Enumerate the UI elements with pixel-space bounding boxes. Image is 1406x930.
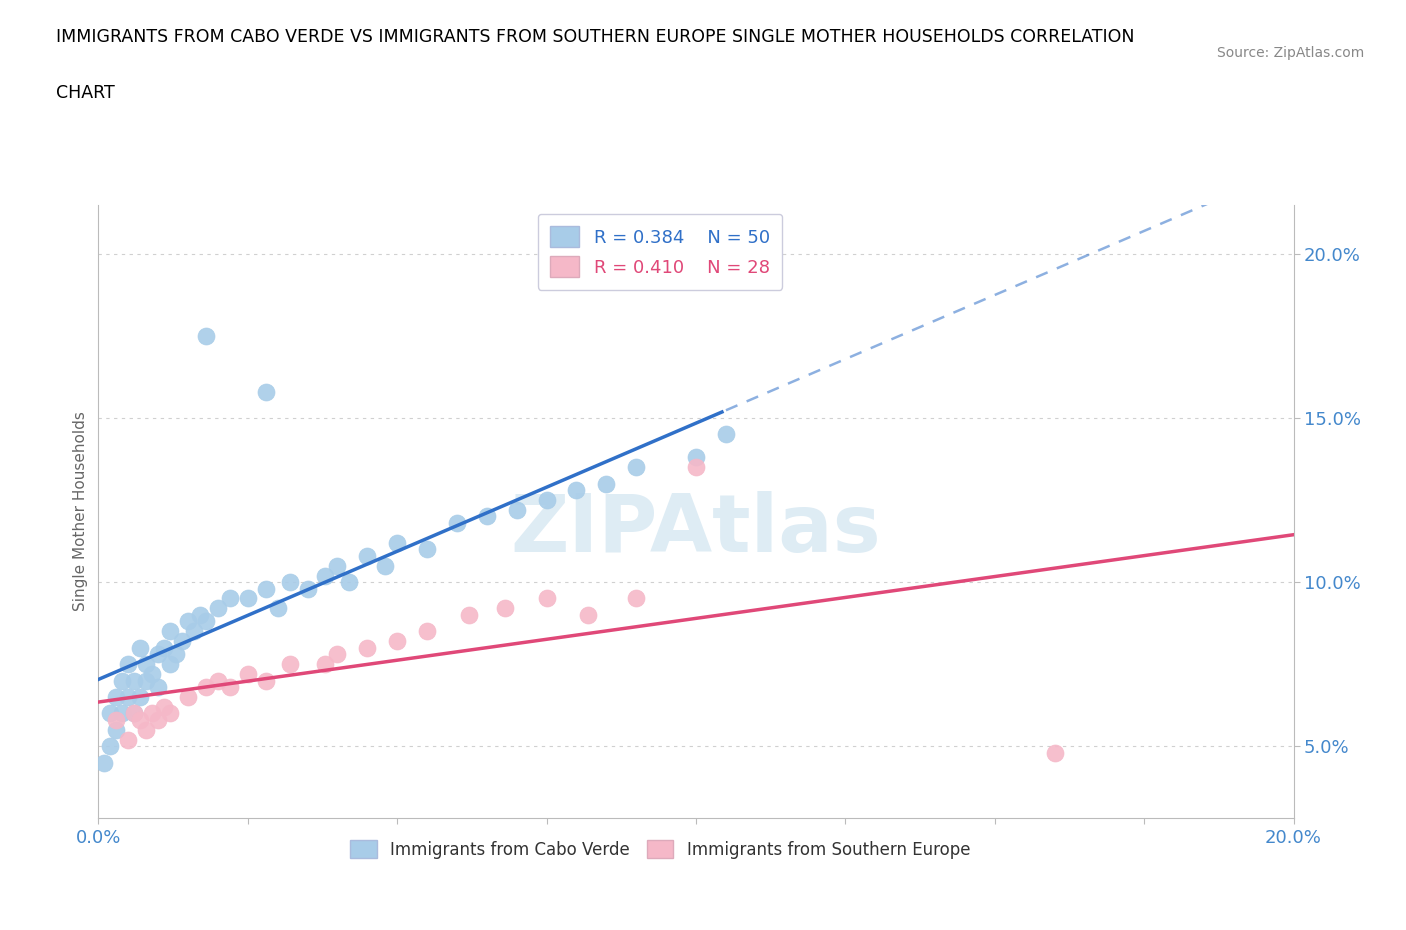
Point	[446, 515, 468, 530]
Text: Source: ZipAtlas.com: Source: ZipAtlas.com	[1216, 46, 1364, 60]
Point	[315, 568, 337, 583]
Point	[236, 591, 259, 606]
Point	[148, 712, 170, 727]
Point	[148, 680, 170, 695]
Point	[1043, 745, 1066, 760]
Point	[326, 558, 349, 573]
Point	[135, 673, 157, 688]
Point	[159, 657, 181, 671]
Point	[356, 549, 378, 564]
Point	[124, 673, 146, 688]
Point	[685, 459, 707, 474]
Point	[188, 607, 211, 622]
Point	[111, 706, 134, 721]
Point	[207, 673, 229, 688]
Point	[254, 581, 277, 596]
Point	[93, 755, 115, 770]
Point	[124, 706, 146, 721]
Point	[98, 738, 122, 753]
Point	[207, 601, 229, 616]
Point	[129, 712, 152, 727]
Point	[297, 581, 319, 596]
Point	[315, 657, 337, 671]
Point	[195, 614, 218, 629]
Point	[117, 657, 139, 671]
Text: IMMIGRANTS FROM CABO VERDE VS IMMIGRANTS FROM SOUTHERN EUROPE SINGLE MOTHER HOUS: IMMIGRANTS FROM CABO VERDE VS IMMIGRANTS…	[56, 28, 1135, 46]
Point	[195, 680, 218, 695]
Point	[219, 680, 242, 695]
Point	[98, 706, 122, 721]
Point	[685, 450, 707, 465]
Point	[458, 607, 481, 622]
Point	[124, 706, 146, 721]
Point	[595, 476, 617, 491]
Point	[105, 689, 128, 704]
Point	[135, 657, 157, 671]
Point	[339, 575, 361, 590]
Point	[105, 712, 128, 727]
Point	[714, 427, 737, 442]
Text: CHART: CHART	[56, 84, 115, 101]
Point	[475, 509, 498, 524]
Point	[254, 384, 277, 399]
Legend: Immigrants from Cabo Verde, Immigrants from Southern Europe: Immigrants from Cabo Verde, Immigrants f…	[343, 834, 977, 865]
Point	[117, 732, 139, 747]
Point	[494, 601, 516, 616]
Y-axis label: Single Mother Households: Single Mother Households	[73, 412, 89, 611]
Point	[236, 667, 259, 682]
Point	[159, 624, 181, 639]
Point	[177, 614, 200, 629]
Point	[153, 640, 176, 655]
Point	[626, 459, 648, 474]
Point	[578, 607, 600, 622]
Point	[416, 542, 439, 557]
Point	[165, 647, 187, 662]
Point	[219, 591, 242, 606]
Point	[129, 689, 152, 704]
Point	[183, 624, 205, 639]
Point	[626, 591, 648, 606]
Point	[195, 328, 218, 343]
Point	[267, 601, 290, 616]
Point	[536, 591, 558, 606]
Point	[278, 575, 301, 590]
Point	[506, 502, 529, 517]
Point	[105, 723, 128, 737]
Point	[172, 633, 194, 648]
Point	[278, 657, 301, 671]
Point	[141, 706, 163, 721]
Point	[117, 689, 139, 704]
Point	[148, 647, 170, 662]
Point	[254, 673, 277, 688]
Point	[135, 723, 157, 737]
Point	[111, 673, 134, 688]
Point	[416, 624, 439, 639]
Point	[159, 706, 181, 721]
Point	[153, 699, 176, 714]
Point	[374, 558, 396, 573]
Point	[326, 647, 349, 662]
Point	[385, 536, 409, 551]
Point	[177, 689, 200, 704]
Point	[129, 640, 152, 655]
Point	[536, 493, 558, 508]
Point	[385, 633, 409, 648]
Text: ZIPAtlas: ZIPAtlas	[510, 491, 882, 569]
Point	[141, 667, 163, 682]
Point	[356, 640, 378, 655]
Point	[565, 483, 588, 498]
